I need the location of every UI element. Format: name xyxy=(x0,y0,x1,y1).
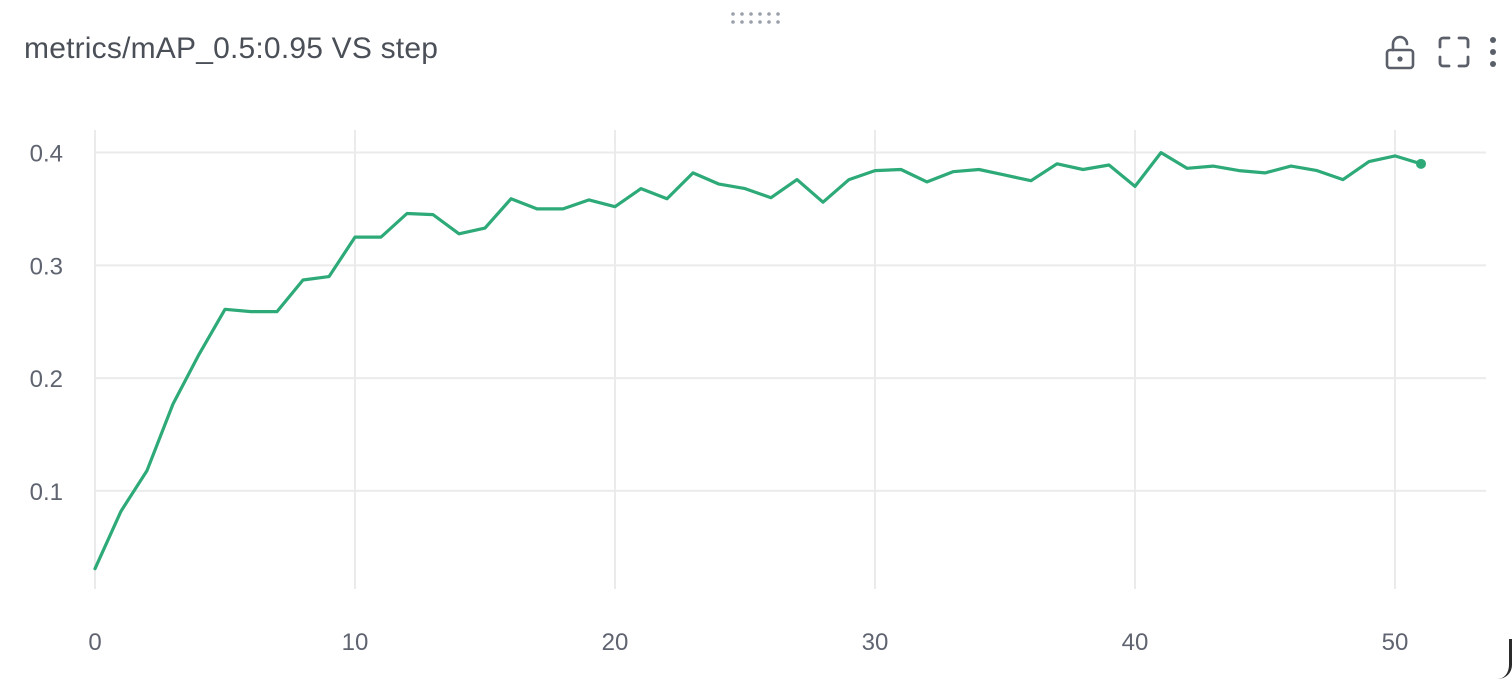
vertical-dots-icon xyxy=(1490,37,1496,67)
more-options-button[interactable] xyxy=(1484,32,1502,72)
y-tick-label: 0.3 xyxy=(30,253,63,280)
x-tick-label: 50 xyxy=(1382,629,1409,656)
panel-corner xyxy=(1498,639,1512,679)
series-end-point[interactable] xyxy=(1416,158,1426,169)
x-tick-label: 40 xyxy=(1122,629,1149,656)
expand-icon xyxy=(1438,36,1470,68)
drag-grip-icon xyxy=(731,12,780,24)
panel-toolbar xyxy=(1366,32,1502,72)
drag-handle[interactable] xyxy=(730,10,782,26)
chart-area: 0.1 0.2 0.3 0.4 0 10 20 30 40 50 xyxy=(0,100,1512,679)
line-chart: 0.1 0.2 0.3 0.4 0 10 20 30 40 50 xyxy=(30,130,1486,656)
x-tick-label: 10 xyxy=(342,629,369,656)
x-tick-label: 20 xyxy=(602,629,629,656)
chart-title: metrics/mAP_0.5:0.95 VS step xyxy=(24,32,439,65)
lock-button[interactable] xyxy=(1380,32,1420,72)
x-tick-label: 30 xyxy=(862,629,889,656)
series-line xyxy=(93,151,1423,571)
unlock-icon xyxy=(1385,35,1415,70)
fullscreen-button[interactable] xyxy=(1434,32,1474,72)
y-tick-label: 0.2 xyxy=(30,366,63,393)
y-tick-label: 0.4 xyxy=(30,141,63,168)
x-tick-label: 0 xyxy=(88,629,101,656)
y-tick-label: 0.1 xyxy=(30,479,63,506)
